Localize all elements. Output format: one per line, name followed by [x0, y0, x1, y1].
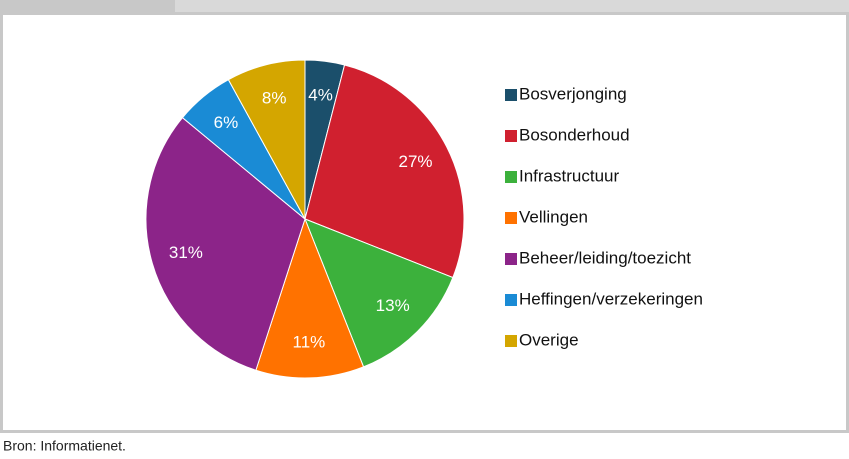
- legend-marker: [505, 212, 517, 224]
- pie-slice: [227, 59, 306, 220]
- slice-label: 4%: [308, 85, 333, 104]
- pie-slice: [145, 116, 306, 371]
- slice-label: 6%: [214, 113, 239, 132]
- source-note: Bron: Informatienet.: [3, 438, 126, 454]
- legend-label: Infrastructuur: [519, 166, 619, 185]
- slice-label: 31%: [169, 243, 203, 262]
- legend-marker: [505, 130, 517, 142]
- pie-slice: [304, 64, 465, 279]
- slice-label: 13%: [376, 296, 410, 315]
- pie-slice: [255, 217, 365, 379]
- legend-label: Bosonderhoud: [519, 125, 630, 144]
- slice-label: 27%: [398, 152, 432, 171]
- header-bar-title-area: [175, 0, 849, 13]
- legend-label: Overige: [519, 330, 579, 349]
- legend-marker: [505, 253, 517, 265]
- pie-slice: [304, 218, 454, 368]
- legend-label: Beheer/leiding/toezicht: [519, 248, 691, 267]
- legend-marker: [505, 171, 517, 183]
- slice-label: 11%: [293, 332, 326, 351]
- legend-marker: [505, 335, 517, 347]
- legend-label: Heffingen/verzekeringen: [519, 289, 703, 308]
- slice-label: 8%: [262, 88, 287, 107]
- legend-marker: [505, 294, 517, 306]
- legend-marker: [505, 89, 517, 101]
- legend-label: Vellingen: [519, 207, 588, 226]
- legend-label: Bosverjonging: [519, 84, 627, 103]
